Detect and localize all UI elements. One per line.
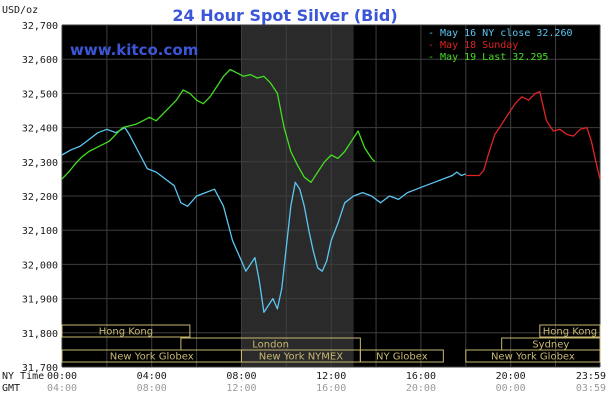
x-tick-label-ny: 00:00: [47, 371, 77, 382]
y-tick-label: 32,700: [22, 21, 58, 32]
chart-title: 24 Hour Spot Silver (Bid): [172, 6, 397, 25]
session-box: [61, 324, 191, 338]
x-tick-label-gmt: 03:59: [576, 383, 606, 394]
series-lines: [61, 68, 601, 313]
x-axis-label-ny: NY Time: [2, 371, 44, 382]
legend-entry: - May 18 Sunday: [428, 40, 518, 51]
y-tick-label: 31,800: [22, 329, 58, 340]
series-line: [465, 91, 601, 180]
y-tick-label: 32,000: [22, 260, 58, 271]
grid: [61, 24, 601, 368]
x-axis-label-gmt: GMT: [2, 383, 20, 394]
x-tick-label-ny: 20:00: [496, 371, 526, 382]
x-tick-label-ny: 23:59: [576, 371, 606, 382]
session-label: NY Globex: [376, 352, 428, 363]
legend: - May 16 NY close 32.260- May 18 Sunday-…: [428, 28, 573, 63]
x-tick-label-gmt: 04:00: [47, 383, 77, 394]
session-box: [359, 349, 444, 363]
y-tick-label: 32,100: [22, 226, 58, 237]
x-tick-label-ny: 12:00: [316, 371, 346, 382]
x-tick-label-gmt: 20:00: [406, 383, 436, 394]
x-tick-label-ny: 04:00: [137, 371, 167, 382]
y-axis-ticks: 32,700 32,600 32,500 32,400 32,300 32,200 32,1…: [22, 21, 58, 374]
y-tick-label: 32,400: [22, 124, 58, 135]
y-tick-label: 32,600: [22, 55, 58, 66]
session-label: Hong Kong: [99, 327, 153, 338]
y-tick-label: 32,300: [22, 158, 58, 169]
x-tick-label-gmt: 16:00: [316, 383, 346, 394]
x-axis-ticks: 00:0004:0004:0008:0008:0012:0012:0016:00…: [47, 371, 606, 394]
x-tick-label-gmt: 08:00: [137, 383, 167, 394]
y-unit-label: USD/oz: [2, 5, 38, 16]
session-box: [465, 349, 601, 363]
y-tick-label: 31,700: [22, 363, 58, 374]
x-tick-label-gmt: 00:00: [496, 383, 526, 394]
session-box: [539, 324, 601, 338]
market-sessions: Hong Kong London New York Globex New York N…: [61, 324, 601, 363]
session-label: London: [252, 340, 289, 351]
session-label: New York Globex: [110, 352, 194, 363]
session-label: New York NYMEX: [259, 352, 344, 363]
legend-entry: - May 16 NY close 32.260: [428, 28, 573, 39]
y-tick-label: 32,500: [22, 89, 58, 100]
series-line: [61, 126, 467, 313]
session-label: New York Globex: [491, 352, 575, 363]
brand-watermark: www.kitco.com: [70, 41, 198, 59]
session-label: Sydney: [532, 340, 569, 351]
session-label: Hong Kong: [543, 327, 597, 338]
x-tick-label-gmt: 12:00: [226, 383, 256, 394]
timestamp: May 19, 2025 12:27: [470, 13, 578, 24]
x-tick-label-ny: 16:00: [406, 371, 436, 382]
legend-entry: - May 19 Last 32.295: [428, 52, 548, 63]
y-tick-label: 31,900: [22, 295, 58, 306]
y-tick-label: 32,200: [22, 192, 58, 203]
series-line: [61, 68, 376, 183]
x-tick-label-ny: 08:00: [226, 371, 256, 382]
